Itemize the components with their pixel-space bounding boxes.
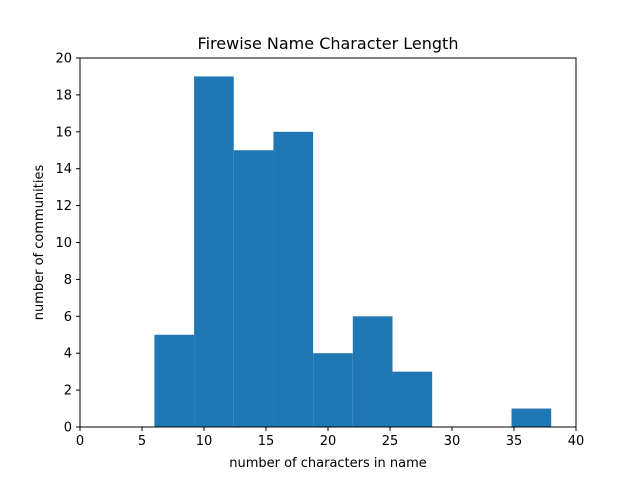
x-tick-label: 40 — [568, 434, 585, 449]
x-axis-label: number of characters in name — [229, 456, 427, 471]
histogram-bar-7 — [392, 371, 433, 427]
y-tick-label: 8 — [64, 273, 72, 288]
y-tick-label: 14 — [55, 162, 72, 177]
histogram-bar-4 — [273, 131, 314, 428]
x-tick-label: 5 — [138, 434, 146, 449]
y-tick-label: 2 — [64, 384, 72, 399]
y-tick-label: 16 — [55, 125, 72, 140]
x-tick-label: 10 — [196, 434, 213, 449]
histogram-bar-10 — [511, 408, 552, 427]
y-axis-ticks: 0 2 4 6 8 10 12 14 16 18 20 — [55, 52, 80, 436]
x-axis-ticks: 0 5 10 15 20 25 30 35 40 — [76, 427, 584, 449]
x-tick-label: 20 — [320, 434, 337, 449]
x-tick-label: 25 — [382, 434, 399, 449]
histogram-bar-3 — [233, 150, 274, 427]
x-tick-label: 15 — [258, 434, 275, 449]
y-tick-label: 18 — [55, 88, 72, 103]
y-tick-label: 4 — [64, 347, 72, 362]
histogram-bar-6 — [352, 316, 393, 427]
bars-group — [154, 76, 552, 428]
y-axis-label: number of communities — [32, 165, 47, 321]
chart-title: Firewise Name Character Length — [198, 34, 459, 53]
histogram-bar-1 — [154, 334, 195, 427]
x-tick-label: 30 — [444, 434, 461, 449]
histogram-bar-2 — [194, 76, 234, 427]
x-tick-label: 0 — [76, 434, 84, 449]
plot-frame — [79, 57, 577, 428]
y-tick-label: 20 — [55, 52, 72, 67]
y-tick-label: 12 — [55, 199, 72, 214]
y-tick-label: 0 — [64, 421, 72, 436]
y-tick-label: 10 — [55, 236, 72, 251]
histogram-bar-5 — [313, 353, 353, 427]
y-tick-label: 6 — [64, 310, 72, 325]
x-tick-label: 35 — [506, 434, 523, 449]
